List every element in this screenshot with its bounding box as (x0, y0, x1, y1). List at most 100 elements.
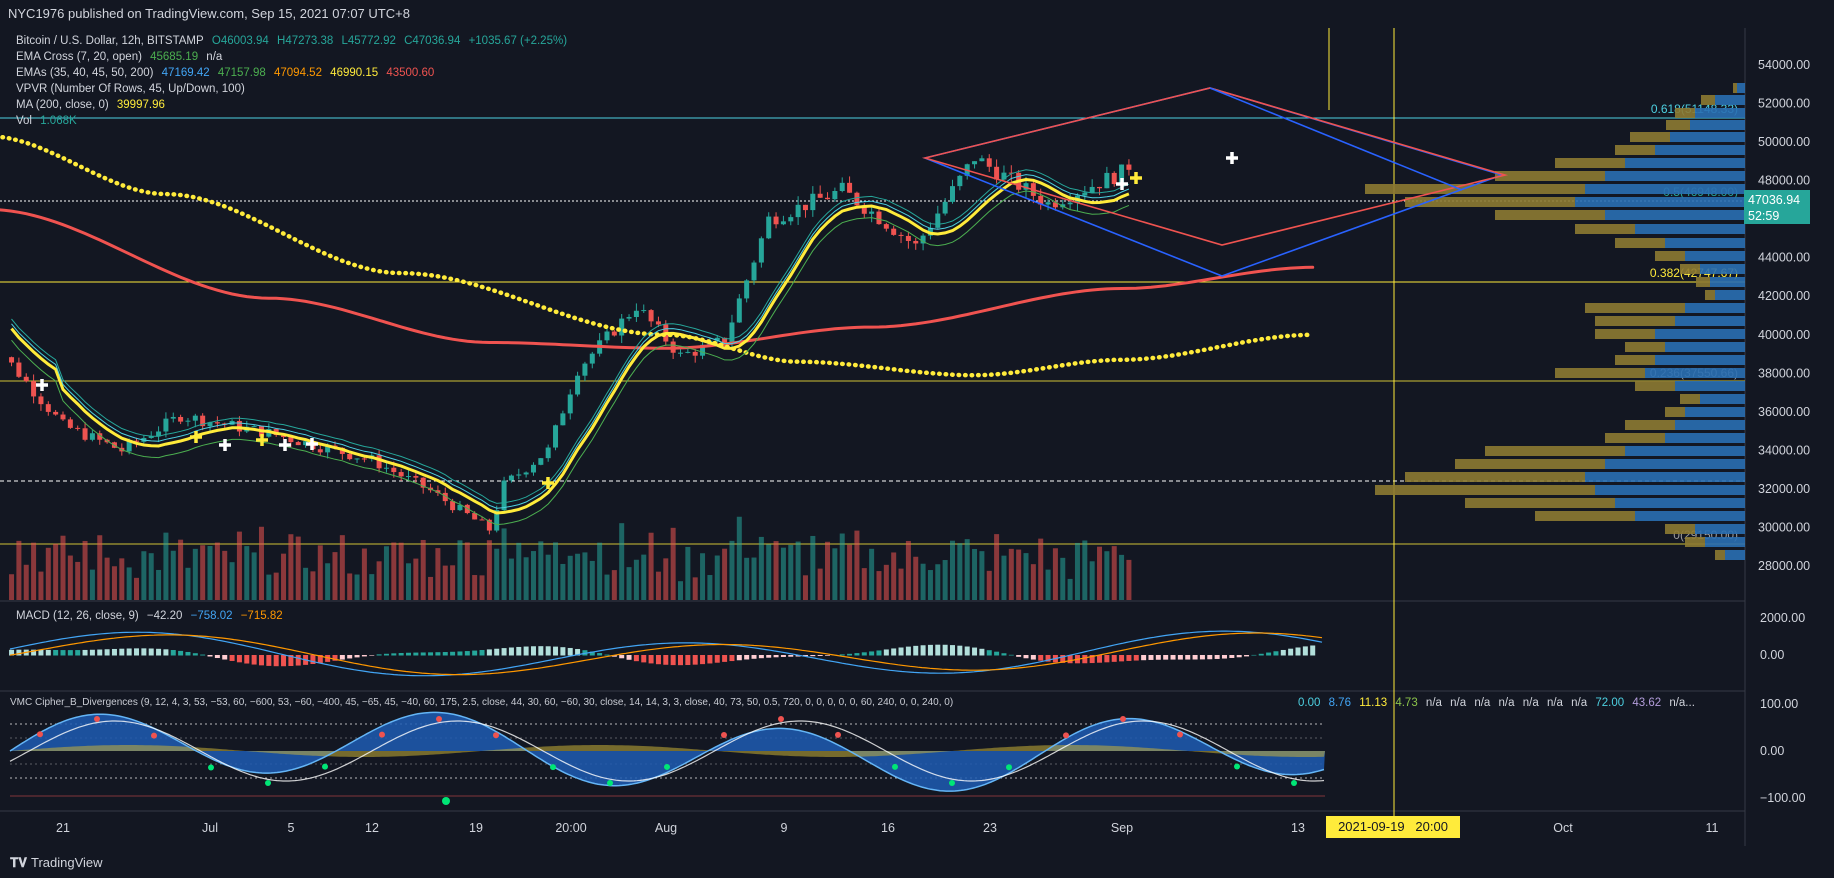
volume-bar (692, 577, 698, 600)
publish-header: NYC1976 published on TradingView.com, Se… (8, 6, 410, 21)
candle-body (545, 447, 551, 459)
volume-bar (619, 523, 625, 600)
footer-brand: 𝐓𝐕 TradingView (0, 848, 1834, 878)
macd-histogram-bar (810, 655, 816, 657)
macd-histogram-bar (1030, 655, 1036, 660)
macd-histogram-bar (1141, 655, 1147, 661)
cross-signal-marker (1116, 178, 1128, 190)
ma-value: 39997.96 (116, 99, 165, 111)
symbol-label: Bitcoin / U.S. Dollar, 12h, BITSTAMP (16, 35, 204, 47)
ema50-value: 46990.15 (330, 67, 379, 79)
macd-histogram-bar (82, 649, 88, 656)
macd-histogram-bar (736, 655, 742, 661)
volume-bar (876, 571, 882, 600)
vmc-value: n/a (1546, 697, 1563, 709)
macd-histogram-bar (891, 648, 897, 656)
red-triangle-pattern (921, 87, 1509, 246)
vmc-legend[interactable]: VMC Cipher_B_Divergences (9, 12, 4, 3, 5… (10, 695, 1135, 711)
price-axis: 28000.00 30000.00 32000.00 34000.00 36000.00… (1758, 58, 1810, 573)
candle-body (692, 351, 698, 356)
macd-histogram-bar (773, 655, 779, 658)
blue-trendline (1209, 87, 1463, 191)
wavetrend-cross-dot (892, 763, 898, 770)
macd-histogram-bar (589, 651, 595, 656)
volume-bar (501, 528, 507, 600)
volume-bar (472, 575, 478, 600)
macd-histogram-bar (795, 655, 801, 657)
vol-legend[interactable]: Vol 1.068K (16, 113, 82, 129)
candle-body (214, 422, 220, 424)
candle-body (1119, 164, 1125, 185)
vpvr-up-bar (1670, 132, 1745, 142)
macd-histogram-bar (450, 651, 456, 656)
volume-bar (729, 540, 735, 600)
volume-bar (185, 567, 191, 600)
volume-bar (1045, 569, 1051, 600)
candle-body (420, 477, 426, 488)
volume-bar (486, 540, 492, 600)
macd-histogram-bar (1273, 651, 1279, 656)
volume-bar (913, 556, 919, 600)
vpvr-up-bar (1635, 224, 1745, 234)
candle-body (406, 476, 412, 478)
volume-bar (369, 574, 375, 600)
macd-histogram-bar (60, 650, 66, 656)
vpvr-down-bar (1615, 355, 1655, 365)
wavetrend-cross-dot (322, 763, 328, 770)
volume-bar (236, 531, 242, 600)
volume-bar (104, 557, 110, 600)
vmc-axis: 100.00 0.00 −100.00 (1760, 697, 1806, 805)
macd-histogram-bar (1067, 655, 1073, 664)
macd-histogram-bar (369, 655, 375, 656)
candles (9, 154, 1132, 535)
macd-histogram-bar (935, 644, 941, 656)
candle-body (920, 235, 926, 244)
ema-cross-legend[interactable]: EMA Cross (7, 20, open) 45685.19 n/a (16, 49, 227, 65)
macd-legend[interactable]: MACD (12, 26, close, 9) −42.20 −758.02 −… (16, 608, 288, 624)
volume-bar (266, 574, 272, 600)
time-tick-label: 13 (1291, 821, 1305, 835)
macd-histogram-bar (178, 650, 184, 656)
volume-bar (854, 530, 860, 600)
signal-markers (36, 152, 1238, 489)
candle-body (736, 298, 742, 323)
wavetrend-cross-dot (721, 731, 727, 738)
volume-bar (949, 540, 955, 600)
volume-bar (582, 552, 588, 600)
candle-body (1067, 202, 1073, 205)
volume-bar (678, 581, 683, 600)
vpvr-down-bar (1455, 459, 1605, 469)
vpvr-legend[interactable]: VPVR (Number Of Rows, 45, Up/Down, 100) (16, 81, 250, 97)
macd-histogram-bar (1148, 655, 1154, 660)
volume-bar (1126, 559, 1132, 600)
cross-signal-marker (256, 434, 268, 446)
volume-bar (9, 574, 15, 600)
candle-body (553, 425, 559, 448)
vpvr-down-bar (1465, 498, 1615, 508)
macd-histogram-bar (802, 655, 808, 657)
candle-body (236, 420, 242, 432)
volume-bar (361, 548, 367, 600)
volume-bar (597, 542, 603, 600)
vmc-tick-label: 0.00 (1760, 744, 1784, 758)
volume-bar (560, 563, 566, 600)
candle-body (251, 426, 257, 428)
vpvr-down-bar (1701, 95, 1715, 105)
candle-body (751, 262, 757, 281)
vpvr-up-bar (1675, 420, 1745, 430)
volume-bar (406, 563, 412, 600)
time-tick-label: Oct (1553, 821, 1573, 835)
candle-body (883, 224, 889, 229)
macd-histogram-bar (383, 653, 389, 656)
volume-bar (920, 563, 926, 600)
vpvr-up-bar (1625, 446, 1745, 456)
macd-histogram-bar (148, 648, 154, 656)
volume-bar (288, 534, 294, 600)
emas-legend[interactable]: EMAs (35, 40, 45, 50, 200) 47169.42 4715… (16, 65, 439, 81)
volume-bar (700, 553, 706, 600)
volume-bar (457, 540, 463, 600)
volume-bar (1104, 551, 1110, 600)
vpvr-up-bar (1665, 342, 1745, 352)
ma-legend[interactable]: MA (200, close, 0) 39997.96 (16, 97, 170, 113)
